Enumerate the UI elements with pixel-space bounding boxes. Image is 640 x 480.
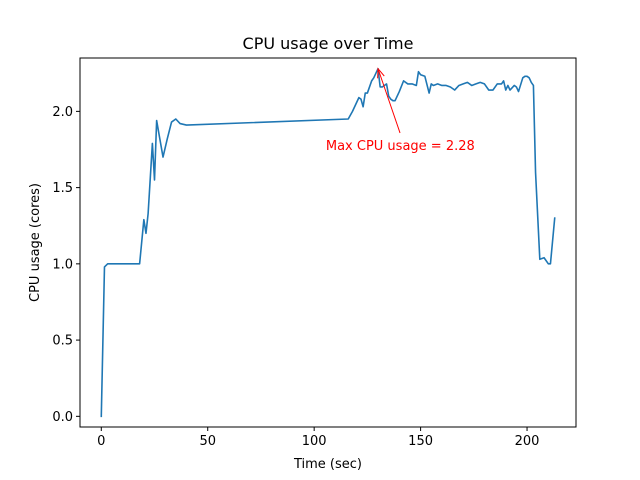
y-tick-label: 1.0 [52,257,73,272]
x-tick-label: 100 [302,434,327,449]
y-tick-label: 2.0 [52,105,73,120]
x-tick-label: 0 [97,434,105,449]
y-tick-label: 1.5 [52,181,73,196]
plot-frame [79,57,577,428]
annotation-arrow-line [377,68,401,134]
annotation-arrow-head [377,67,385,79]
y-tick-label: 0.5 [52,334,73,349]
annotation-text: Max CPU usage = 2.28 [326,139,475,154]
y-tick-label: 0.0 [52,410,73,425]
chart-title: CPU usage over Time [243,34,414,53]
y-axis-ticks: 0.0 0.5 1.0 1.5 2.0 [52,105,80,425]
cpu-usage-series-line [100,67,556,418]
x-axis-ticks: 0 50 100 150 200 [97,427,539,449]
x-tick-label: 200 [515,434,540,449]
x-tick-label: 50 [199,434,216,449]
max-annotation: Max CPU usage = 2.28 [326,67,475,154]
x-axis-label: Time (sec) [293,457,362,472]
x-tick-label: 150 [408,434,433,449]
y-axis-label: CPU usage (cores) [28,183,43,302]
